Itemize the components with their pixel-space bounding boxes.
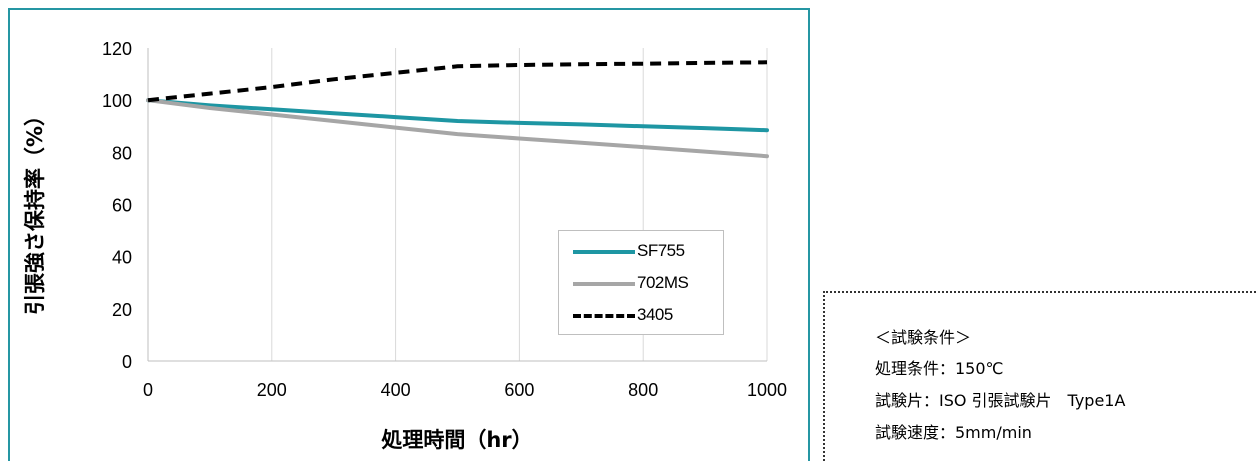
test-conditions-box: ＜試験条件＞ 処理条件：150℃ 試験片：ISO 引張試験片 Type1A 試験… <box>823 291 1256 461</box>
series-line-3405 <box>147 60 768 103</box>
series-line-sf755 <box>146 98 769 133</box>
legend-swatch-sf755 <box>573 250 635 254</box>
series-layer <box>146 60 769 159</box>
y-tick-label: 40 <box>112 248 132 268</box>
y-tick-label: 20 <box>112 300 132 320</box>
y-tick-label: 0 <box>122 352 132 372</box>
y-tick-label: 100 <box>102 91 132 111</box>
grid-layer <box>271 48 768 361</box>
y-tick-label: 120 <box>102 39 132 59</box>
chart-legend: SF755 702MS 3405 <box>558 230 724 335</box>
legend-item-702ms: 702MS <box>573 272 723 294</box>
test-condition-speed: 試験速度：5mm/min <box>875 423 1032 442</box>
legend-swatch-702ms <box>573 282 635 286</box>
legend-label-3405: 3405 <box>637 305 673 324</box>
test-condition-processing: 処理条件：150℃ <box>875 359 1004 378</box>
x-tick-label: 0 <box>143 380 153 400</box>
series-line-702ms <box>146 98 769 159</box>
x-tick-label: 200 <box>257 380 287 400</box>
x-tick-label: 400 <box>381 380 411 400</box>
chart-frame <box>8 8 810 461</box>
x-axis-label: 処理時間（hr） <box>381 428 532 452</box>
y-tick-label: 80 <box>112 143 132 163</box>
x-tick-label: 1000 <box>747 380 787 400</box>
legend-label-702ms: 702MS <box>637 273 689 292</box>
tick-labels: 0 20 40 60 80 100 120 0 200 400 600 800 1000 <box>102 39 787 400</box>
y-tick-label: 60 <box>112 196 132 216</box>
test-conditions-title: ＜試験条件＞ <box>875 328 972 347</box>
line-chart: 0 20 40 60 80 100 120 0 200 400 600 800 1000 処理時間（hr… <box>23 39 787 452</box>
legend-label-sf755: SF755 <box>637 241 685 260</box>
y-axis-label: 引張強さ保持率（%） <box>23 105 47 315</box>
legend-item-3405: 3405 <box>573 304 723 326</box>
legend-item-sf755: SF755 <box>573 240 723 262</box>
x-tick-label: 600 <box>504 380 534 400</box>
x-tick-label: 800 <box>628 380 658 400</box>
test-condition-specimen: 試験片：ISO 引張試験片 Type1A <box>875 391 1126 410</box>
legend-swatch-3405 <box>573 314 635 318</box>
